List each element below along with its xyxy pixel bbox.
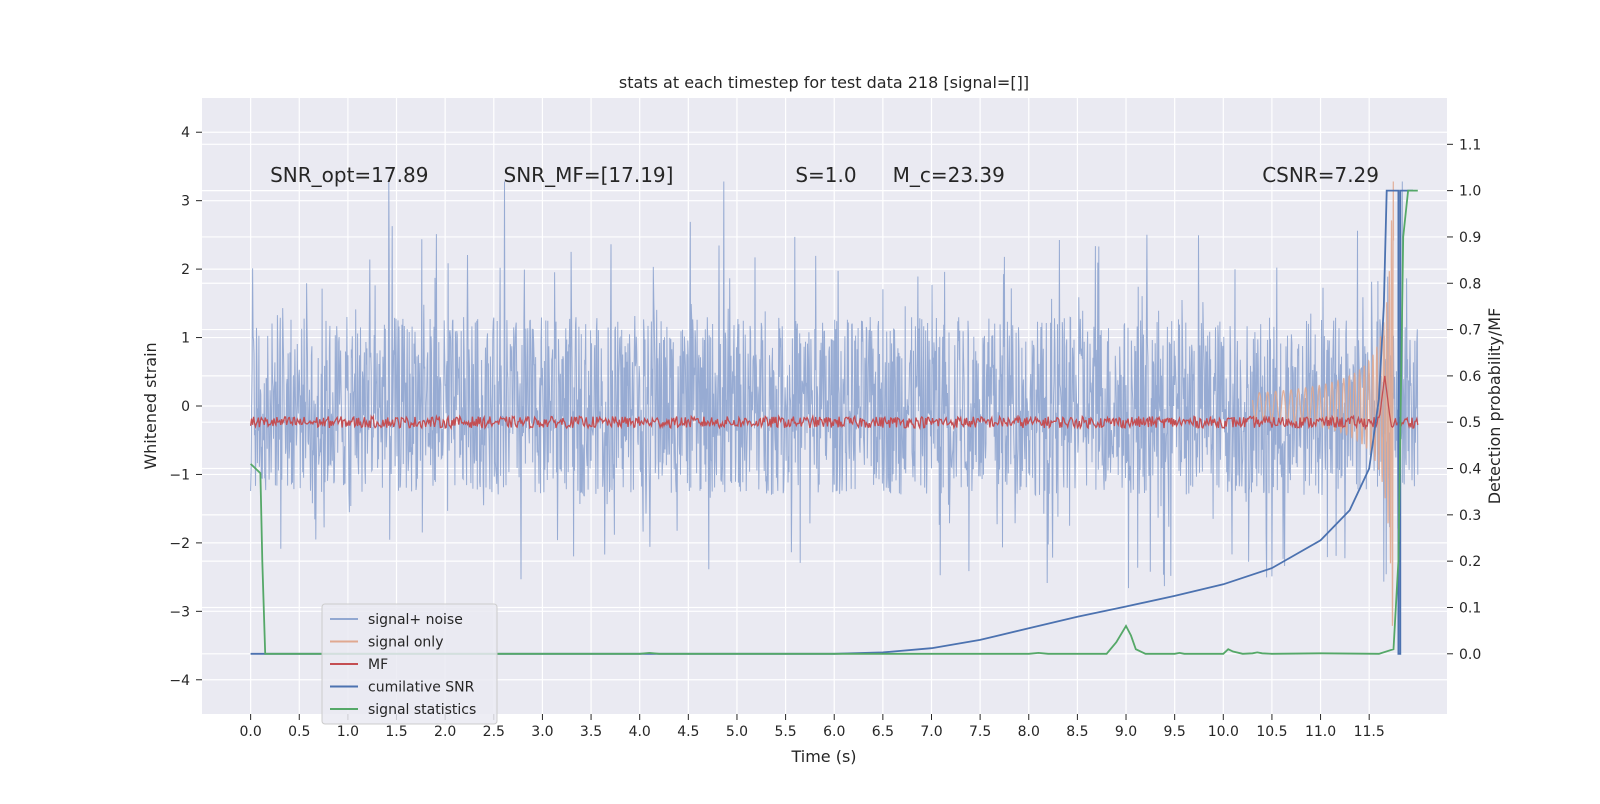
x-tick-label: 0.5 <box>288 724 310 740</box>
x-tick-label: 2.5 <box>483 724 505 740</box>
y-tick-label-right: 0.1 <box>1459 600 1481 616</box>
x-tick-label: 7.5 <box>969 724 991 740</box>
y-tick-label-left: −3 <box>169 604 190 620</box>
series-mf <box>249 375 1419 431</box>
x-tick-label: 8.0 <box>1018 724 1040 740</box>
legend-label: signal only <box>368 635 443 651</box>
x-tick-label: 10.5 <box>1256 724 1287 740</box>
annotation: SNR_opt=17.89 <box>270 163 428 187</box>
x-tick-label: 10.0 <box>1208 724 1239 740</box>
x-tick-label: 4.5 <box>677 724 699 740</box>
x-tick-label: 7.0 <box>920 724 942 740</box>
mf-line <box>249 375 1419 431</box>
axes: 0.0 0.5 1.0 1.5 2.0 2.5 3.0 3.5 4.0 4.5 5.0 5.5 6.0 6… <box>169 125 1481 740</box>
x-tick-label: 2.0 <box>434 724 456 740</box>
legend-label: cumilative SNR <box>368 680 475 696</box>
y-tick-label-left: −4 <box>169 673 190 689</box>
y-tick-label-left: 4 <box>181 125 190 141</box>
series-cumilative-snr <box>250 189 1413 655</box>
x-tick-label: 9.0 <box>1115 724 1137 740</box>
x-tick-label: 3.5 <box>580 724 602 740</box>
y-axis-label-right: Detection probability/MF <box>1485 308 1504 505</box>
x-tick-label: 9.5 <box>1164 724 1186 740</box>
y-tick-label-right: 0.5 <box>1459 415 1481 431</box>
y-tick-label-left: 3 <box>181 194 190 210</box>
x-tick-label: 0.0 <box>240 724 262 740</box>
series-signal-only <box>1251 181 1395 626</box>
legend-box <box>321 603 498 725</box>
x-tick-label: 6.0 <box>823 724 845 740</box>
annotation: M_c=23.39 <box>893 163 1005 187</box>
y-tick-label-right: 0.0 <box>1459 647 1481 663</box>
y-tick-label-left: 1 <box>181 331 190 347</box>
signal-statistics-line <box>249 189 1418 655</box>
series-signal-statistics <box>249 189 1418 655</box>
y-tick-label-right: 0.8 <box>1459 276 1481 292</box>
x-axis-label: Time (s) <box>790 747 856 766</box>
x-tick-label: 5.5 <box>774 724 796 740</box>
y-tick-label-right: 0.4 <box>1459 462 1481 478</box>
legend-label: MF <box>368 657 388 673</box>
cumilative-snr-line <box>250 189 1413 655</box>
x-tick-label: 1.0 <box>337 724 359 740</box>
y-tick-label-left: 2 <box>181 262 190 278</box>
y-tick-label-right: 1.1 <box>1459 137 1481 153</box>
y-tick-label-right: 0.9 <box>1459 230 1481 246</box>
y-tick-label-right: 0.6 <box>1459 369 1481 385</box>
signal-only-line <box>1251 181 1395 626</box>
y-axis-label-left: Whitened strain <box>141 342 160 469</box>
x-tick-label: 11.5 <box>1354 724 1385 740</box>
signal-noise-line <box>250 181 1419 589</box>
x-tick-label: 1.5 <box>385 724 407 740</box>
x-tick-label: 11.0 <box>1305 724 1336 740</box>
y-tick-label-left: −1 <box>169 467 190 483</box>
y-tick-label-right: 1.0 <box>1459 184 1481 200</box>
annotations: SNR_opt=17.89 SNR_MF=[17.19] S=1.0 M_c=23.3… <box>270 163 1379 187</box>
annotation: SNR_MF=[17.19] <box>504 163 674 187</box>
x-tick-label: 8.5 <box>1066 724 1088 740</box>
chart-title: stats at each timestep for test data 218… <box>619 73 1029 92</box>
x-tick-label: 3.0 <box>531 724 553 740</box>
legend-label: signal statistics <box>368 702 476 718</box>
x-tick-label: 5.0 <box>726 724 748 740</box>
legend: signal+ noise signal only MF cumilative SNR… <box>321 603 498 725</box>
legend-label: signal+ noise <box>368 612 463 628</box>
series-signal-noise <box>250 181 1419 589</box>
y-tick-label-left: −2 <box>169 536 190 552</box>
y-tick-label-right: 0.3 <box>1459 508 1481 524</box>
x-tick-label: 6.5 <box>872 724 894 740</box>
series-layer <box>249 181 1419 655</box>
annotation: CSNR=7.29 <box>1262 163 1379 187</box>
y-tick-label-left: 0 <box>181 399 190 415</box>
annotation: S=1.0 <box>795 163 856 187</box>
y-tick-label-right: 0.7 <box>1459 323 1481 339</box>
y-tick-label-right: 0.2 <box>1459 554 1481 570</box>
x-tick-label: 4.0 <box>629 724 651 740</box>
